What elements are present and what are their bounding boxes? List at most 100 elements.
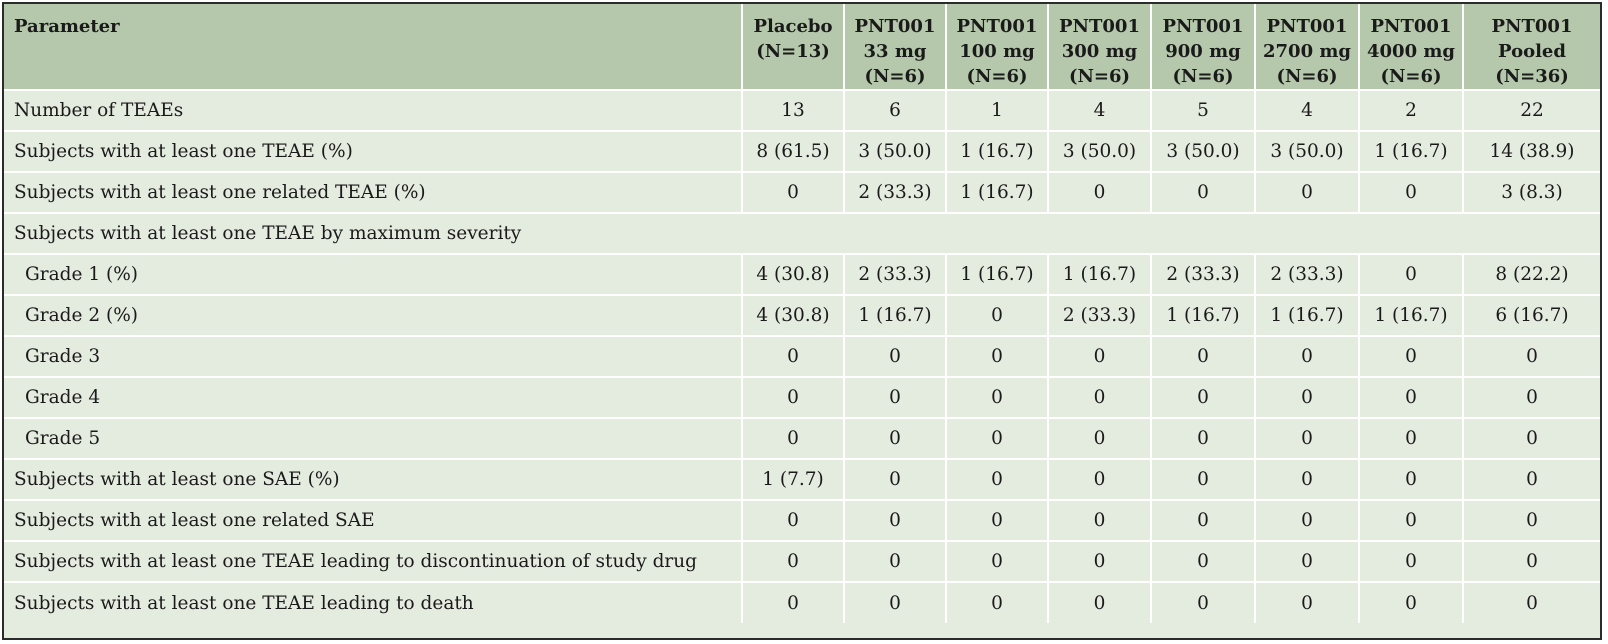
cell-value: 0 [1255,172,1360,214]
cell-value: 8 (22.2) [1463,254,1600,296]
row-label: Grade 1 (%) [4,254,743,296]
cell-value: 0 [1151,172,1256,214]
cell-value: 2 [1359,90,1464,132]
cell-value: 0 [1048,418,1152,460]
header-column-line: PNT001 [1491,16,1573,37]
cell-value: 0 [1359,582,1464,623]
cell-value: 0 [1359,377,1464,419]
header-column-0: Placebo (N=13) [742,4,845,91]
cell-value: 0 [946,336,1049,378]
cell-value: 0 [844,418,947,460]
cell-value: 0 [1151,541,1256,583]
header-column-line: PNT001 [1266,16,1348,37]
header-column-line: Pooled [1498,41,1566,62]
header-column-line: (N=6) [1276,66,1338,87]
row-label: Grade 2 (%) [4,295,743,337]
cell-value: 0 [844,500,947,542]
cell-value: 0 [1151,336,1256,378]
cell-value: 8 (61.5) [742,131,845,173]
cell-value: 0 [1359,418,1464,460]
cell-value: 0 [742,377,845,419]
row-label: Grade 5 [4,418,743,460]
row-label: Subjects with at least one TEAE leading … [4,541,743,583]
header-column-line: 33 mg [863,41,927,62]
cell-value: 0 [946,500,1049,542]
cell-value: 0 [1048,541,1152,583]
row-label: Subjects with at least one TEAE leading … [4,582,743,623]
cell-value: 0 [1359,172,1464,214]
header-column-line: (N=6) [1380,66,1442,87]
header-column-line: PNT001 [854,16,936,37]
header-column-line: (N=6) [864,66,926,87]
table-row: Subjects with at least one TEAE (%) 8 (61… [4,131,1600,173]
cell-value: 0 [1048,172,1152,214]
cell-value: 0 [1359,336,1464,378]
cell-value: 0 [1463,541,1600,583]
cell-value: 0 [742,336,845,378]
table-body: Number of TEAEs 13 6 1 4 5 4 2 22 Subjects with a… [4,90,1600,623]
header-column-6: PNT001 4000 mg (N=6) [1359,4,1464,91]
header-row: Parameter Placebo (N=13) PNT001 33 mg (N=6) P… [4,4,1600,91]
cell-value: 0 [844,377,947,419]
cell-value: 3 (50.0) [1255,131,1360,173]
cell-value: 0 [1048,459,1152,501]
cell-value: 0 [1359,254,1464,296]
table-row: Number of TEAEs 13 6 1 4 5 4 2 22 [4,90,1600,132]
table-row: Subjects with at least one TEAE leading … [4,541,1600,583]
cell-value: 1 (16.7) [1048,254,1152,296]
row-label: Subjects with at least one TEAE (%) [4,131,743,173]
cell-value: 1 (16.7) [844,295,947,337]
cell-value: 1 (16.7) [1359,131,1464,173]
cell-value: 0 [844,541,947,583]
cell-value: 13 [742,90,845,132]
cell-value: 0 [946,377,1049,419]
cell-value: 6 [844,90,947,132]
cell-value: 0 [1048,336,1152,378]
cell-value: 1 (16.7) [1255,295,1360,337]
cell-value: 0 [844,459,947,501]
cell-value: 1 (16.7) [946,172,1049,214]
cell-value: 0 [742,172,845,214]
header-column-line: 100 mg [959,41,1035,62]
header-column-1: PNT001 33 mg (N=6) [844,4,947,91]
table-row: Subjects with at least one related SAE 0 0… [4,500,1600,542]
table-row: Subjects with at least one TEAE leading … [4,582,1600,623]
row-label: Subjects with at least one SAE (%) [4,459,743,501]
cell-value: 0 [1255,377,1360,419]
cell-value: 2 (33.3) [844,254,947,296]
cell-value: 0 [1463,377,1600,419]
row-label: Subjects with at least one related SAE [4,500,743,542]
cell-value: 0 [1255,336,1360,378]
table-header: Parameter Placebo (N=13) PNT001 33 mg (N=6) P… [4,4,1600,91]
header-column-line: PNT001 [1162,16,1244,37]
cell-value: 2 (33.3) [1048,295,1152,337]
cell-value: 1 (16.7) [1359,295,1464,337]
cell-value: 3 (50.0) [1048,131,1152,173]
cell-value: 2 (33.3) [844,172,947,214]
cell-value: 1 (16.7) [946,254,1049,296]
section-row: Subjects with at least one TEAE by maxim… [4,213,1600,255]
cell-value: 0 [1255,500,1360,542]
header-column-line: 900 mg [1165,41,1241,62]
header-column-line: 4000 mg [1367,41,1455,62]
cell-value: 4 [1255,90,1360,132]
table-row: Subjects with at least one SAE (%) 1 (7.7… [4,459,1600,501]
cell-value: 0 [1463,418,1600,460]
header-parameter: Parameter [4,4,743,91]
cell-value: 0 [742,500,845,542]
cell-value: 0 [946,418,1049,460]
header-column-line: (N=13) [756,41,830,62]
table-row: Grade 1 (%) 4 (30.8) 2 (33.3) 1 (16.7) 1 (16… [4,254,1600,296]
cell-value: 3 (50.0) [1151,131,1256,173]
cell-value: 0 [1255,418,1360,460]
cell-value: 0 [742,582,845,623]
header-column-4: PNT001 900 mg (N=6) [1151,4,1256,91]
header-column-line: (N=6) [966,66,1028,87]
cell-value: 0 [1463,459,1600,501]
cell-value: 3 (8.3) [1463,172,1600,214]
row-label: Subjects with at least one related TEAE … [4,172,743,214]
cell-value: 0 [946,459,1049,501]
cell-value: 0 [946,582,1049,623]
